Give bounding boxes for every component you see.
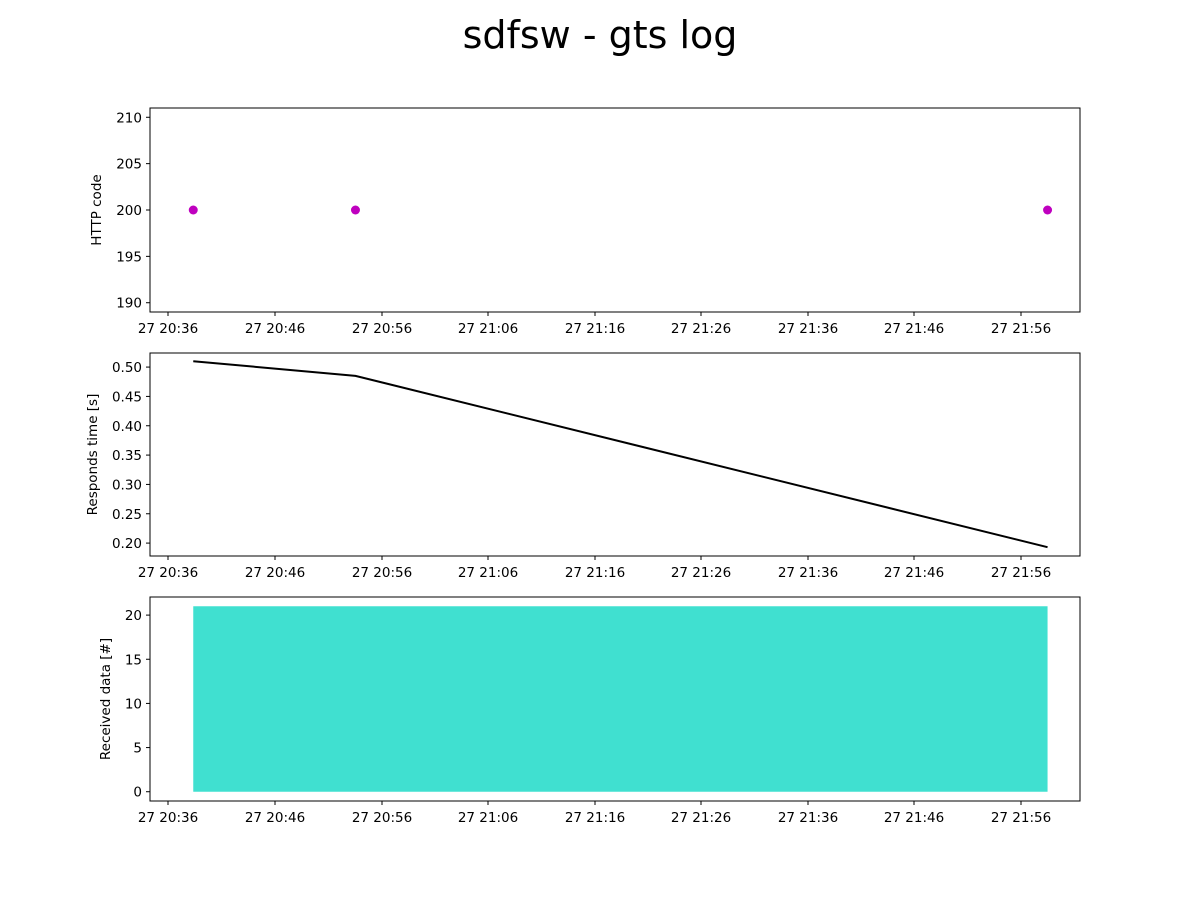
y-tick-label: 210 (116, 110, 142, 126)
x-tick-label: 27 21:46 (884, 565, 944, 581)
x-tick-label: 27 21:36 (778, 565, 838, 581)
x-tick-label: 27 21:36 (778, 810, 838, 826)
x-tick-label: 27 20:46 (245, 810, 305, 826)
x-tick-label: 27 20:56 (352, 565, 412, 581)
x-tick-label: 27 21:06 (458, 321, 518, 337)
x-tick-label: 27 20:36 (138, 810, 198, 826)
axes-frame (149, 596, 1081, 802)
x-tick-label: 27 21:06 (458, 810, 518, 826)
x-tick-label: 27 21:06 (458, 565, 518, 581)
axes-frame (149, 107, 1081, 313)
y-tick-label: 0.25 (112, 507, 142, 523)
axes-frame (149, 352, 1081, 557)
received-data-panel: 0 5 10 15 20 27 20:36 27 20:46 27 20:56 27 21:06… (98, 596, 1081, 826)
y-tick-label: 0.35 (112, 448, 142, 464)
y-tick-label: 0.40 (112, 419, 142, 435)
http-code-point (1043, 205, 1053, 215)
response-time-line (193, 360, 1048, 549)
response-time-panel: 0.20 0.25 0.30 0.35 0.40 0.45 0.50 27 20:36 27 2… (85, 352, 1081, 581)
x-tick-label: 27 20:46 (245, 321, 305, 337)
x-tick-label: 27 20:36 (138, 565, 198, 581)
y-tick-label: 0.50 (112, 360, 142, 376)
x-tick-label: 27 21:26 (671, 321, 731, 337)
http-code-panel: 190 195 200 205 210 27 20:36 27 20:46 27 20:56 2… (89, 107, 1081, 337)
http-code-point (350, 205, 360, 215)
figure-title: sdfsw - gts log (463, 13, 738, 57)
x-tick-label: 27 21:16 (565, 810, 625, 826)
y-tick-label: 5 (133, 741, 142, 757)
received-data-area (193, 606, 1048, 792)
http-code-point (188, 205, 198, 215)
y-tick-label: 10 (125, 696, 142, 712)
x-tick-label: 27 20:46 (245, 565, 305, 581)
x-tick-label: 27 21:56 (991, 810, 1051, 826)
y-tick-label: 0 (133, 785, 142, 801)
y-tick-label: 190 (116, 296, 142, 312)
y-axis-label: Received data [#] (98, 638, 114, 760)
y-tick-label: 0.20 (112, 536, 142, 552)
x-tick-label: 27 21:56 (991, 321, 1051, 337)
y-tick-label: 200 (116, 203, 142, 219)
x-tick-label: 27 21:16 (565, 565, 625, 581)
x-tick-label: 27 20:56 (352, 810, 412, 826)
x-tick-label: 27 20:56 (352, 321, 412, 337)
x-tick-label: 27 21:36 (778, 321, 838, 337)
x-tick-label: 27 21:26 (671, 565, 731, 581)
x-tick-label: 27 21:26 (671, 810, 731, 826)
y-axis-label: HTTP code (89, 174, 105, 245)
x-tick-label: 27 21:46 (884, 810, 944, 826)
y-tick-label: 195 (116, 249, 142, 265)
y-axis-label: Responds time [s] (85, 394, 101, 516)
y-tick-label: 20 (125, 608, 142, 624)
y-tick-label: 15 (125, 652, 142, 668)
x-tick-label: 27 21:46 (884, 321, 944, 337)
y-tick-label: 0.45 (112, 389, 142, 405)
y-tick-label: 0.30 (112, 477, 142, 493)
y-tick-label: 205 (116, 157, 142, 173)
x-tick-label: 27 20:36 (138, 321, 198, 337)
x-tick-label: 27 21:16 (565, 321, 625, 337)
x-tick-label: 27 21:56 (991, 565, 1051, 581)
